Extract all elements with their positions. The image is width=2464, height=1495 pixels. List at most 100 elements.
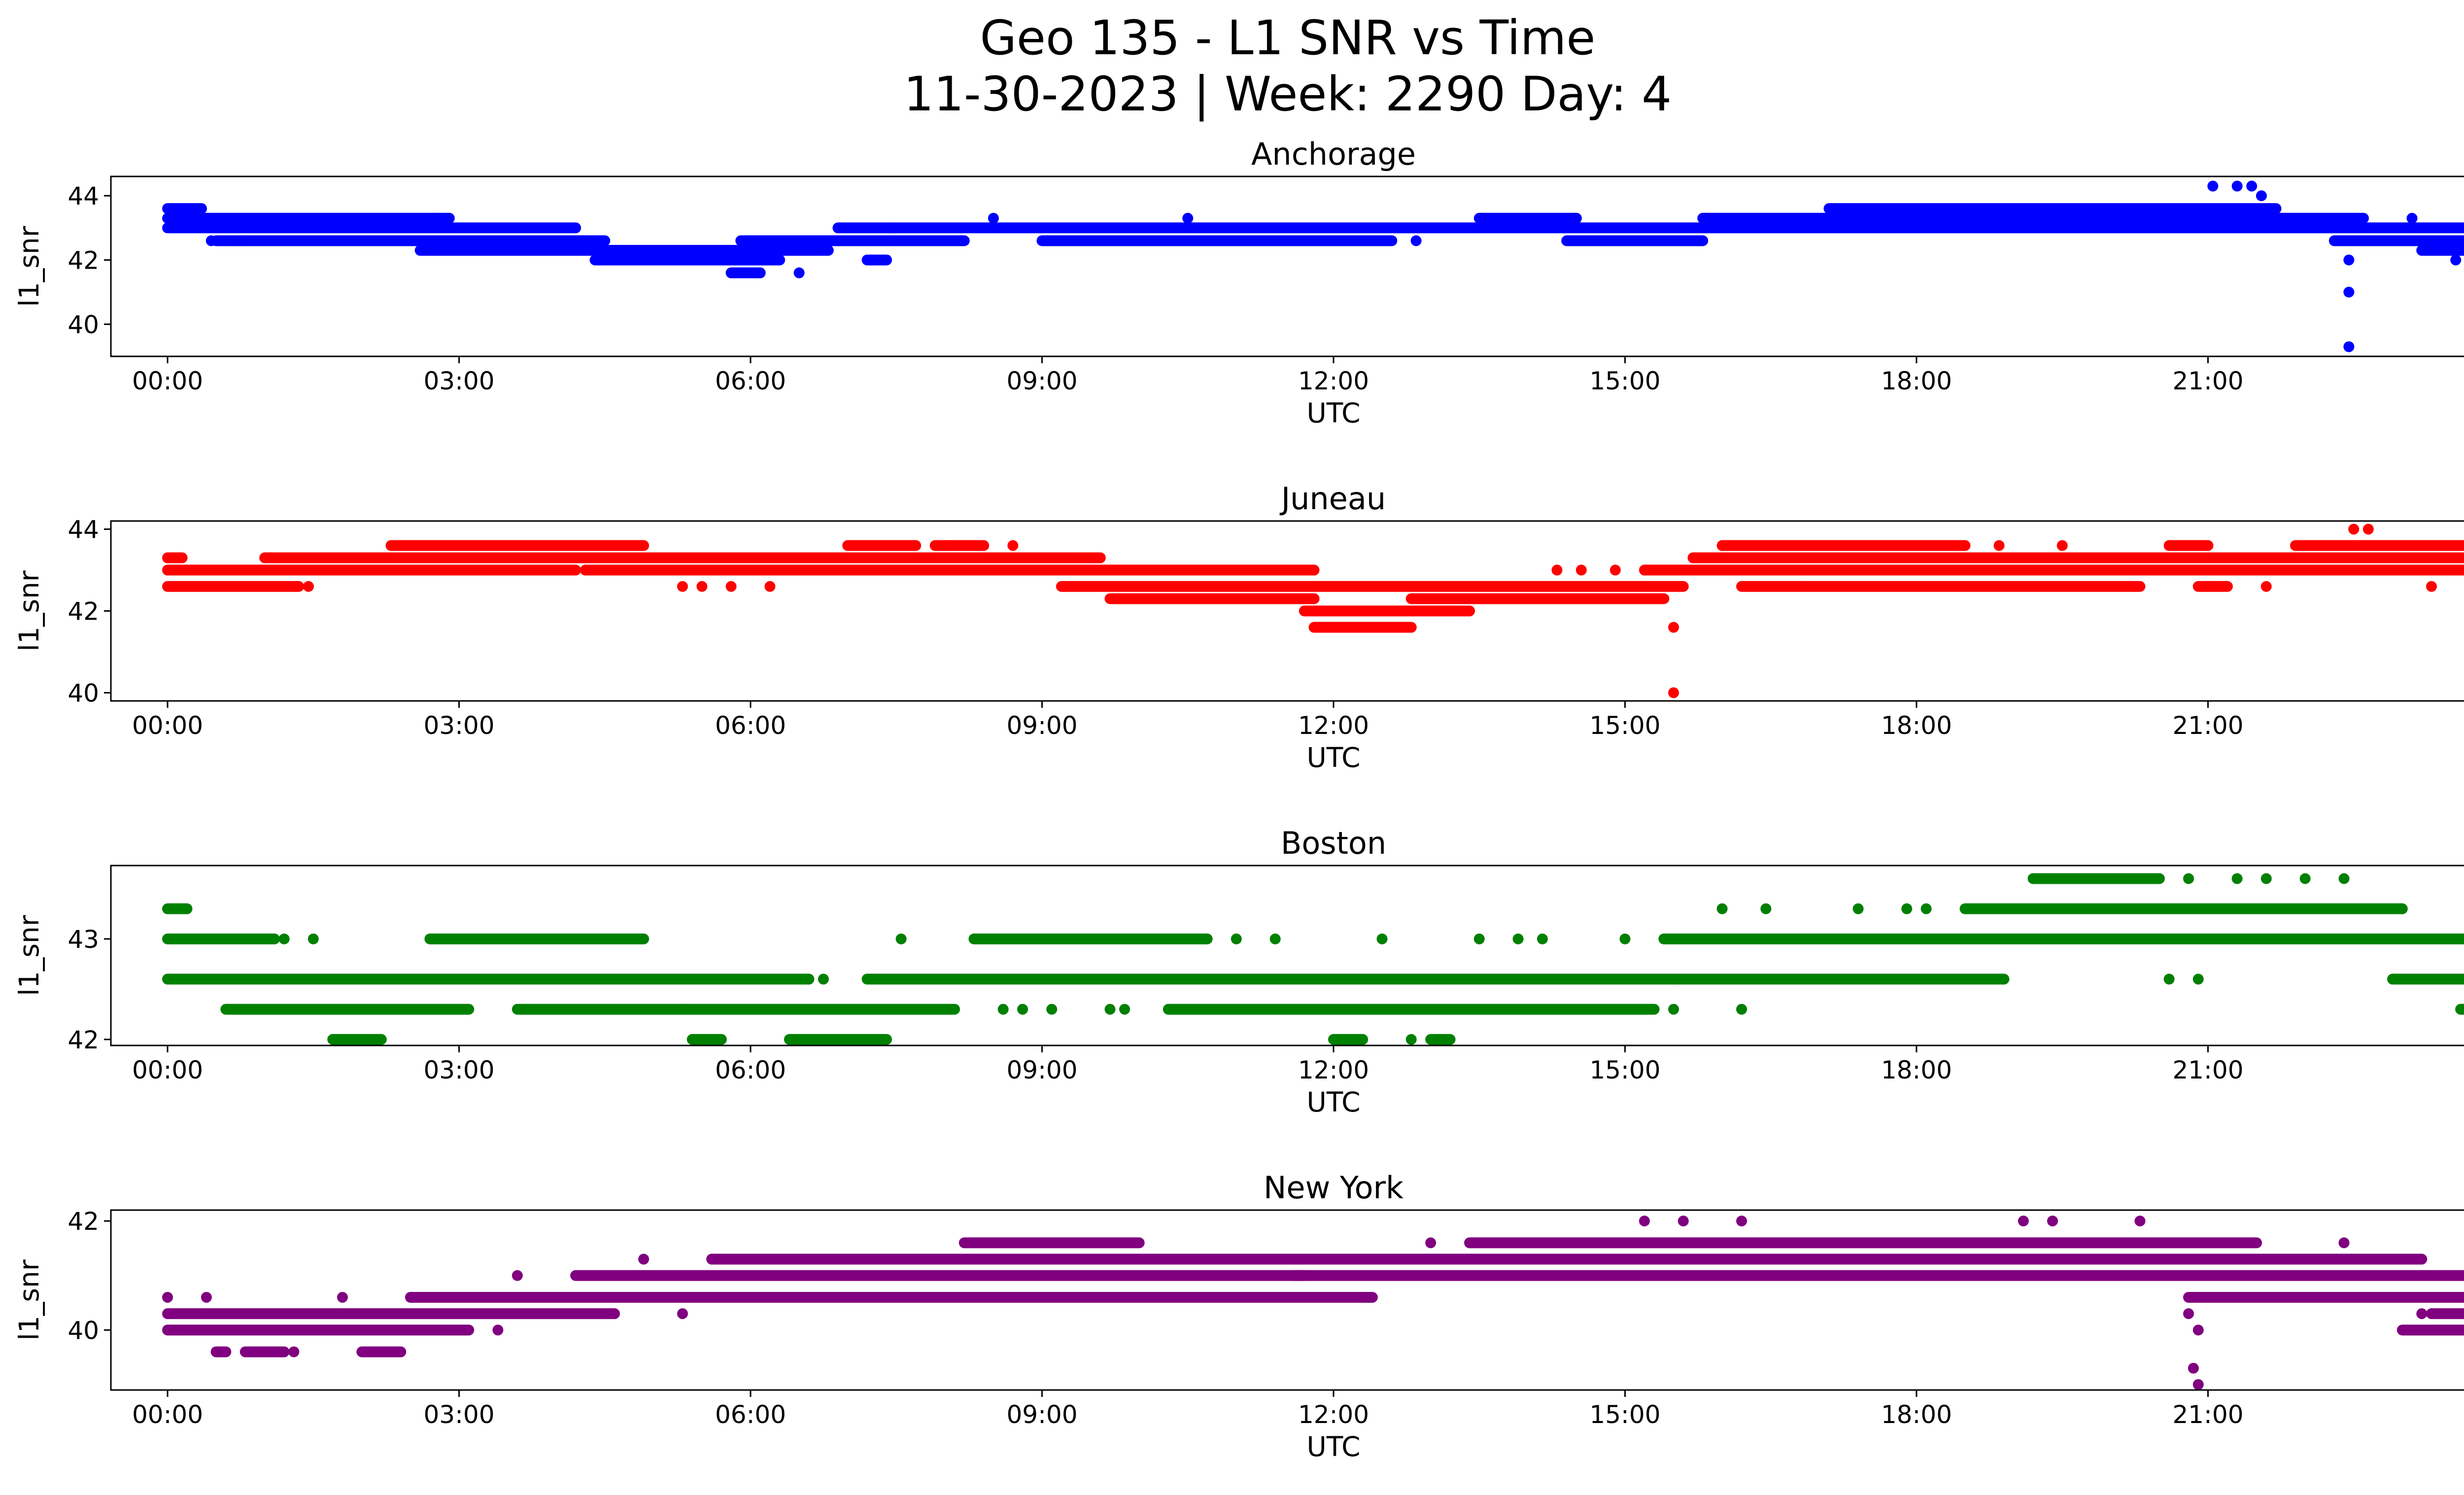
snr-point: [1376, 933, 1388, 944]
x-tick-label: 03:00: [423, 367, 494, 395]
x-axis-label: UTC: [1306, 742, 1360, 773]
x-tick-label: 03:00: [423, 1400, 494, 1429]
snr-point: [2231, 180, 2243, 192]
snr-point: [1668, 1004, 1679, 1015]
subplot-title: Anchorage: [1251, 136, 1416, 172]
snr-point: [997, 1004, 1009, 1015]
scatter-series: [162, 1216, 2464, 1390]
snr-point: [1736, 1004, 1747, 1015]
snr-point: [1046, 1004, 1058, 1015]
subplot-new-york: New York 00:00 03:00 06:00 09:00 12:00 15:00 18…: [13, 1170, 2464, 1462]
x-tick-label: 09:00: [1006, 1056, 1077, 1084]
snr-point: [886, 222, 897, 234]
snr-point: [2134, 1216, 2146, 1227]
y-axis-label: l1_snr: [13, 1259, 45, 1340]
snr-point: [1007, 540, 1019, 551]
snr-point: [1163, 1291, 1174, 1303]
snr-point: [1512, 933, 1524, 944]
y-tick-label: 43: [68, 925, 99, 954]
snr-point: [1119, 1004, 1130, 1015]
figure-title-line1: Geo 135 - L1 SNR vs Time: [980, 10, 1596, 66]
snr-point: [2188, 1362, 2199, 1374]
snr-point: [1537, 933, 1548, 944]
x-tick-label: 00:00: [132, 1056, 203, 1084]
y-tick-label: 42: [68, 246, 99, 275]
snr-point: [512, 1270, 523, 1281]
subplots: Anchorage 00:00 03:00 06:00 09:00 12:00 15:00 1…: [13, 136, 2464, 1462]
x-tick-label: 09:00: [1006, 367, 1077, 395]
snr-point: [2426, 933, 2437, 944]
x-tick-label: 21:00: [2172, 1056, 2243, 1084]
snr-point: [2246, 180, 2258, 192]
snr-point: [725, 581, 737, 592]
x-tick-label: 06:00: [715, 1056, 786, 1084]
x-tick-label: 21:00: [2172, 1400, 2243, 1429]
y-tick-label: 42: [68, 1026, 99, 1054]
x-tick-label: 06:00: [715, 367, 786, 395]
snr-point: [988, 212, 999, 224]
snr-point: [1886, 222, 1898, 234]
x-axis-label: UTC: [1306, 1431, 1360, 1462]
snr-point: [201, 1291, 212, 1303]
scatter-series: [162, 180, 2464, 352]
snr-point: [2202, 581, 2214, 592]
x-tick-label: 00:00: [132, 1400, 203, 1429]
snr-point: [2047, 1216, 2058, 1227]
snr-point: [2183, 873, 2194, 884]
snr-point: [303, 581, 314, 592]
snr-point: [793, 267, 805, 278]
snr-point: [2362, 523, 2374, 535]
figure-title-line2: 11-30-2023 | Week: 2290 Day: 4: [904, 67, 1672, 122]
snr-point: [2192, 1379, 2204, 1390]
snr-point: [1473, 933, 1485, 944]
snr-point: [2343, 286, 2355, 298]
snr-point: [1736, 1216, 1747, 1227]
y-tick-label: 44: [68, 516, 99, 544]
snr-point: [2338, 1237, 2350, 1249]
snr-point: [1852, 903, 1864, 914]
x-tick-label: 06:00: [715, 711, 786, 740]
snr-point: [1639, 1216, 1650, 1227]
snr-point: [2222, 1291, 2233, 1303]
snr-point: [205, 235, 217, 246]
snr-point: [308, 933, 319, 944]
x-tick-label: 09:00: [1006, 711, 1077, 740]
snr-point: [895, 933, 907, 944]
snr-point: [2260, 873, 2272, 884]
y-axis-label: l1_snr: [13, 570, 45, 651]
snr-point: [1410, 235, 1422, 246]
snr-point: [818, 973, 829, 985]
y-tick-label: 42: [68, 1207, 99, 1236]
x-tick-label: 21:00: [2172, 367, 2243, 395]
snr-point: [337, 1291, 348, 1303]
snr-point: [2231, 873, 2243, 884]
snr-point: [677, 1308, 688, 1320]
x-tick-label: 00:00: [132, 367, 203, 395]
snr-point: [1405, 1034, 1417, 1045]
snr-point: [1551, 564, 1563, 576]
snr-point: [2163, 973, 2175, 985]
x-tick-label: 12:00: [1298, 367, 1369, 395]
snr-point: [1575, 564, 1587, 576]
scatter-series: [162, 523, 2464, 698]
x-tick-label: 18:00: [1881, 367, 1952, 395]
snr-point: [764, 581, 776, 592]
subplot-title: Boston: [1281, 825, 1386, 861]
snr-point: [2192, 1324, 2204, 1336]
snr-point: [1017, 1004, 1028, 1015]
y-axis-label: l1_snr: [13, 226, 45, 307]
x-tick-label: 06:00: [715, 1400, 786, 1429]
x-tick-label: 15:00: [1589, 711, 1660, 740]
snr-point: [2343, 254, 2355, 266]
subplot-juneau: Juneau 00:00 03:00 06:00 09:00 12:00 15:00 18:0…: [13, 481, 2464, 773]
snr-point: [429, 212, 441, 224]
snr-point: [1799, 581, 1811, 592]
snr-point: [1619, 933, 1631, 944]
snr-point: [1609, 564, 1621, 576]
snr-point: [1454, 581, 1466, 592]
snr-point: [1231, 933, 1242, 944]
x-tick-label: 15:00: [1589, 367, 1660, 395]
snr-point: [2299, 873, 2311, 884]
snr-point: [2343, 341, 2355, 352]
snr-point: [1993, 540, 2005, 551]
